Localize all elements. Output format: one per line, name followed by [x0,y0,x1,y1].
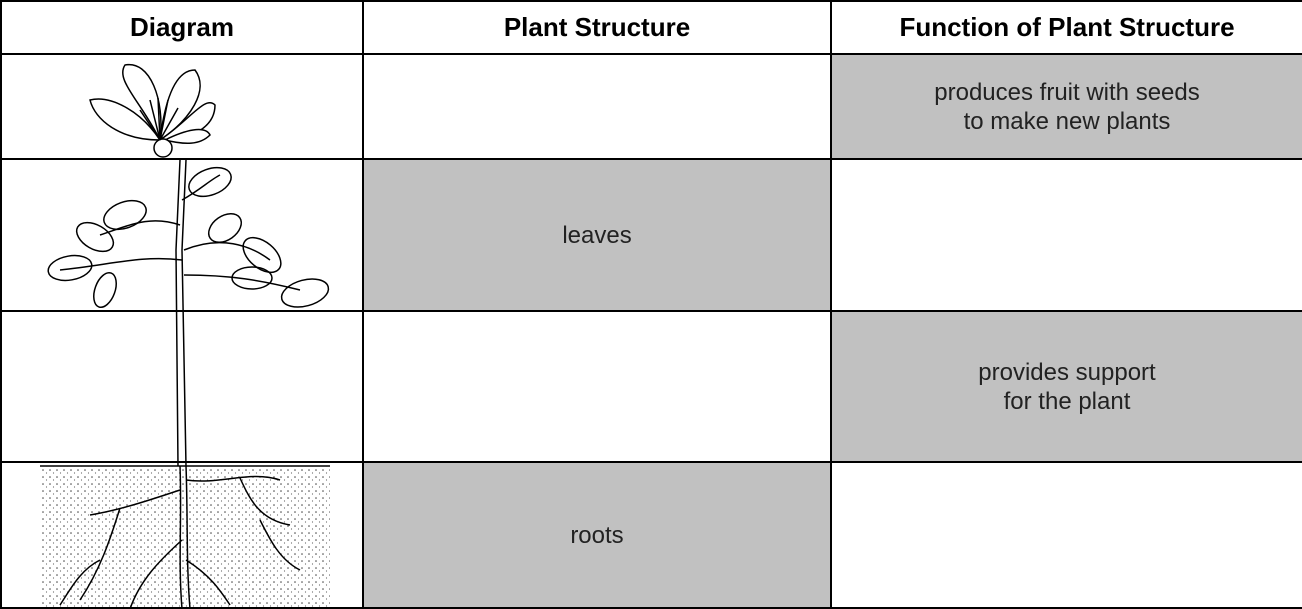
column-header: Diagram [0,0,364,55]
diagram-cell [0,53,364,160]
table-row: produces fruit with seeds to make new pla… [0,53,1302,160]
structure-cell [362,53,832,160]
table-row: roots [0,461,1302,609]
diagram-cell [0,461,364,609]
diagram-cell [0,310,364,463]
column-header: Function of Plant Structure [830,0,1302,55]
cell-text-line: to make new plants [963,107,1171,135]
cell-text-line: for the plant [1003,387,1131,415]
column-header: Plant Structure [362,0,832,55]
table-row: leaves [0,158,1302,312]
cell-text-line: produces fruit with seeds [934,78,1200,106]
function-cell [830,461,1302,609]
header-row: Diagram Plant Structure Function of Plan… [0,0,1302,55]
function-cell: provides support for the plant [830,310,1302,463]
structure-cell: leaves [362,158,832,312]
table-row: provides support for the plant [0,310,1302,463]
function-cell: produces fruit with seeds to make new pla… [830,53,1302,160]
structure-cell [362,310,832,463]
diagram-cell [0,158,364,312]
cell-text-line: provides support [978,358,1156,386]
structure-cell: roots [362,461,832,609]
function-cell [830,158,1302,312]
